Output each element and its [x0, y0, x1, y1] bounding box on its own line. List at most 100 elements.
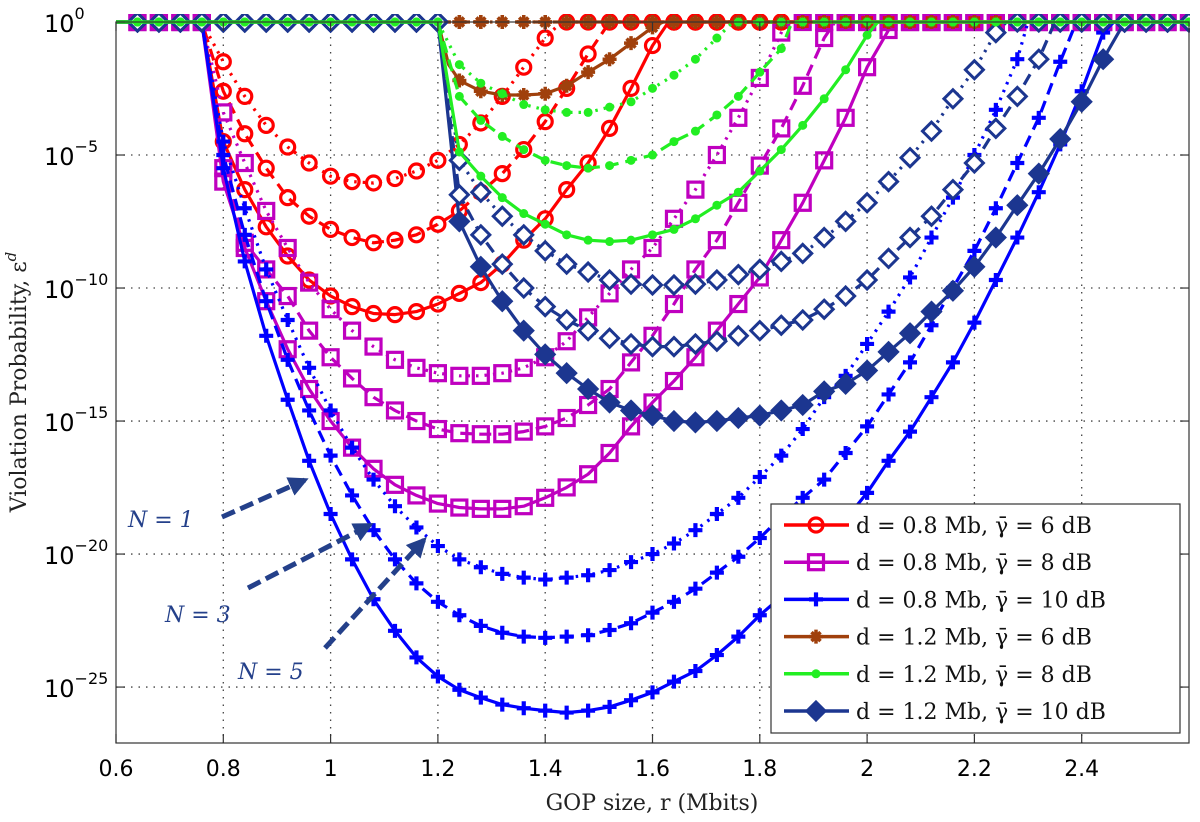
legend-entry: d = 1.2 Mb, γ̄ = 10 dB: [784, 699, 1106, 725]
data-point-diamond: [491, 290, 514, 313]
x-tick-label: 1.4: [528, 757, 563, 782]
data-point-dot: [712, 33, 722, 43]
data-point-plus: [602, 563, 617, 578]
data-point-dot: [712, 200, 722, 210]
data-point-dot: [540, 219, 550, 229]
data-point-square: [536, 417, 555, 436]
y-tick-label: 10−5: [44, 137, 98, 171]
data-point-square: [536, 488, 555, 507]
data-point-square: [600, 443, 619, 463]
data-point-plus: [323, 507, 338, 522]
data-point-square: [815, 151, 834, 170]
data-point-diamond: [1092, 48, 1115, 71]
data-point-plus: [881, 304, 896, 319]
data-point-plus: [860, 336, 875, 351]
data-point-plus: [280, 312, 295, 327]
annotation-n5: N = 5: [237, 537, 427, 685]
data-point-diamond: [855, 359, 879, 382]
data-point-plus: [645, 547, 660, 562]
y-tick-label: 10−25: [44, 669, 108, 703]
data-point-plus: [559, 629, 574, 644]
axis-ticks: 0.6 0.8 1 1.2 1.4 1.6 1.8 2 2.2 2.4 100 10−5 10−10 10…: [44, 4, 1189, 782]
series-line: [116, 20, 1189, 170]
data-point-plus: [280, 392, 295, 407]
data-point-diamond: [684, 273, 707, 296]
data-point-plus: [860, 419, 875, 434]
data-point-square: [450, 366, 469, 385]
data-point-dot: [648, 150, 657, 160]
data-point-diamond: [469, 255, 492, 278]
data-point-plus: [516, 570, 531, 585]
data-point-plus: [774, 448, 789, 463]
data-point-plus: [495, 625, 510, 640]
data-point-circle: [386, 306, 404, 324]
data-point-plus: [1010, 230, 1025, 245]
data-point-plus: [795, 490, 810, 505]
data-point-diamond: [1070, 90, 1093, 113]
data-point-square: [342, 369, 362, 388]
data-point-dot: [583, 235, 593, 245]
data-point-plus: [559, 705, 574, 720]
data-point-diamond: [684, 332, 707, 356]
data-point-square: [300, 321, 319, 340]
data-point-diamond: [469, 223, 492, 246]
legend-label: d = 0.8 Mb, γ̄ = 6 dB: [856, 514, 1092, 539]
data-point-diamond: [512, 276, 535, 300]
legend-label: d = 1.2 Mb, γ̄ = 8 dB: [856, 663, 1092, 688]
data-point-circle: [236, 87, 254, 105]
data-point-plus: [1031, 110, 1046, 125]
data-point-plus: [709, 507, 724, 522]
data-point-plus: [581, 703, 596, 718]
data-point-diamond: [1027, 48, 1050, 71]
legend-box: [770, 503, 1181, 734]
data-point-plus: [752, 608, 767, 623]
data-point-square: [557, 478, 576, 497]
data-point-dot: [540, 105, 550, 115]
data-point-plus: [709, 565, 724, 580]
legend-entry: d = 0.8 Mb, γ̄ = 6 dB: [784, 514, 1092, 539]
data-point-plus: [345, 440, 360, 455]
data-point-dot: [583, 107, 593, 117]
x-tick-label: 0.8: [206, 757, 241, 782]
data-point-dot: [476, 171, 486, 181]
data-point-dot: [497, 193, 507, 203]
data-point-square: [707, 231, 726, 250]
data-point-plus: [345, 488, 360, 503]
data-point-square: [793, 76, 812, 95]
data-point-dot: [605, 161, 615, 171]
data-point-circle: [515, 140, 533, 159]
data-point-plus: [924, 230, 939, 245]
data-point-square: [321, 348, 340, 367]
annotation-label: N = 3: [164, 603, 231, 628]
data-point-plus: [259, 294, 274, 309]
data-point-plus: [903, 270, 918, 285]
data-point-circle: [622, 79, 640, 97]
data-point-plus: [581, 628, 596, 643]
data-point-circle: [536, 113, 554, 131]
data-point-circle: [364, 174, 383, 192]
data-point-star: [809, 629, 823, 644]
data-point-dot: [605, 237, 615, 247]
data-point-circle: [343, 228, 361, 247]
data-point-dot: [562, 107, 572, 117]
data-point-dot: [690, 54, 700, 64]
data-point-diamond: [705, 330, 729, 353]
data-point-plus: [259, 262, 274, 277]
data-point-dot: [454, 147, 464, 157]
data-point-circle: [300, 207, 318, 225]
data-point-diamond: [941, 87, 965, 110]
data-point-square: [557, 408, 576, 428]
x-tick-label: 0.6: [99, 757, 134, 782]
data-point-plus: [409, 576, 424, 591]
data-point-diamond: [705, 409, 729, 433]
data-point-plus: [302, 453, 317, 468]
data-point-plus: [666, 594, 681, 609]
data-point-plus: [430, 594, 445, 609]
data-point-square: [385, 475, 405, 494]
data-point-plus: [903, 424, 918, 439]
data-point-diamond: [448, 183, 471, 206]
annotation-label: N = 5: [237, 660, 304, 685]
data-point-square: [686, 180, 705, 199]
data-point-plus: [945, 355, 960, 370]
data-point-dot: [605, 102, 615, 112]
